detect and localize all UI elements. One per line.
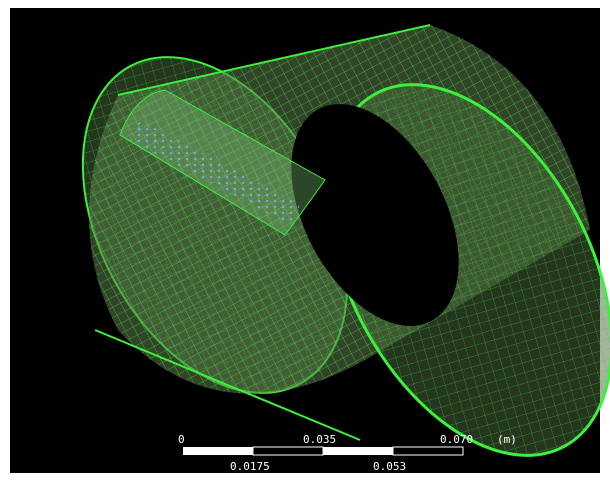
- scale-label: 0.053: [373, 460, 406, 473]
- scale-label: 0.035: [303, 433, 336, 446]
- scale-label: 0: [178, 433, 185, 446]
- scale-unit: (m): [497, 433, 517, 446]
- scale-label: 0.0175: [230, 460, 270, 473]
- viewer: 0 0.035 0.070 (m) 0.0175 0.053: [0, 0, 610, 481]
- scale-label: 0.070: [440, 433, 473, 446]
